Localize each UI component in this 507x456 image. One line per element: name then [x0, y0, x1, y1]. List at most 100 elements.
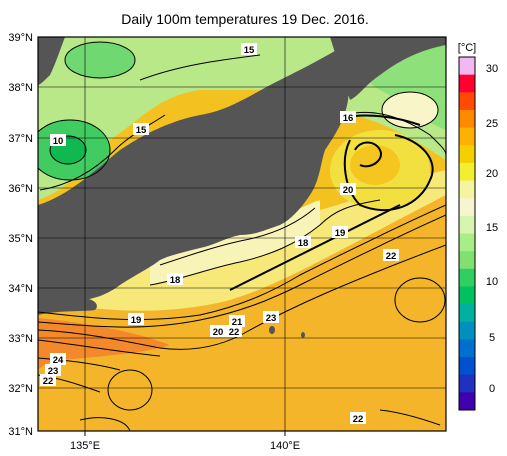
lat-label: 35°N	[8, 233, 33, 245]
colorbar: [°C] 30 25 20 15 10 5 0	[458, 42, 498, 411]
contour-label: 24	[50, 353, 66, 366]
land-shikoku	[38, 297, 97, 315]
colorbar-unit: [°C]	[458, 42, 476, 54]
contour-ring	[394, 277, 446, 323]
lat-label: 34°N	[8, 283, 33, 295]
contour-line	[38, 214, 446, 328]
ocean-warmer	[38, 190, 446, 431]
svg-text:24: 24	[53, 355, 64, 366]
lon-axis: 135°E 140°E	[70, 431, 300, 452]
colorbar-swatch	[459, 392, 475, 411]
colorbar-tick: 5	[489, 332, 495, 344]
svg-text:20: 20	[213, 327, 224, 338]
map-panel	[38, 37, 446, 431]
contour-label: 22	[383, 249, 399, 262]
svg-text:16: 16	[343, 113, 354, 124]
contour-line	[38, 357, 121, 371]
contour-label: 15	[133, 123, 149, 136]
colorbar-swatch	[459, 268, 475, 287]
contour-bold	[343, 134, 434, 212]
contour-line	[139, 54, 261, 81]
colorbar-tick: 30	[486, 63, 498, 75]
contour-line	[149, 199, 381, 286]
island-small	[301, 332, 305, 338]
contour-ring	[381, 91, 439, 129]
contour-line	[159, 207, 316, 266]
colorbar-swatch	[459, 57, 475, 76]
warm-eddy-core	[350, 145, 400, 185]
colorbar-swatch	[459, 374, 475, 393]
colorbar-tick: 25	[486, 118, 498, 130]
svg-text:15: 15	[244, 45, 255, 56]
lon-label: 140°E	[270, 440, 300, 452]
contour-label: 19	[128, 313, 144, 326]
svg-text:22: 22	[229, 327, 240, 338]
colorbar-swatch	[459, 304, 475, 323]
lat-axis: 39°N 38°N 37°N 36°N 35°N 34°N 33°N 32°N …	[8, 32, 33, 438]
svg-text:21: 21	[232, 317, 243, 328]
contour-label: 10	[50, 134, 66, 147]
colorbar-tick: 20	[486, 168, 498, 180]
colorbar-swatch	[459, 357, 475, 376]
lon-label: 135°E	[70, 440, 100, 452]
colorbar-swatch	[459, 127, 475, 146]
lat-label: 39°N	[8, 32, 33, 44]
colorbar-swatch	[459, 198, 475, 217]
contour-line	[38, 339, 161, 357]
contour-line	[344, 111, 446, 156]
contour-label: 18	[167, 273, 183, 286]
contour-ring	[107, 369, 153, 411]
contour-label: 22	[226, 325, 242, 338]
map-frame	[37, 36, 447, 432]
colorbar-swatch	[459, 286, 475, 305]
contour-ring	[49, 135, 87, 165]
svg-text:22: 22	[386, 251, 397, 262]
colorbar-swatch	[459, 251, 475, 270]
contour-ring	[64, 41, 136, 79]
colorbar-swatch	[459, 233, 475, 252]
colorbar-tick: 15	[486, 222, 498, 234]
lat-label: 37°N	[8, 133, 33, 145]
svg-text:22: 22	[43, 376, 54, 387]
contour-bold	[354, 141, 382, 168]
contour-label: 15	[241, 43, 257, 56]
land-honshu	[38, 37, 358, 302]
contour-label: 19	[332, 226, 348, 239]
map-title: Daily 100m temperatures 19 Dec. 2016.	[121, 11, 368, 27]
contour-line	[38, 244, 446, 350]
land-north	[330, 37, 446, 100]
colorbar-swatch	[459, 339, 475, 358]
svg-text:23: 23	[266, 313, 277, 324]
svg-text:23: 23	[48, 366, 59, 377]
contour-label: 22	[350, 412, 366, 425]
lat-label: 31°N	[8, 426, 33, 438]
contour-label-group: 15 15 10 16 20 19 18 22 18 19 21 20 22 2…	[40, 43, 399, 425]
colorbar-tick: 0	[489, 383, 495, 395]
lat-label: 32°N	[8, 383, 33, 395]
colorbar-swatch	[459, 180, 475, 199]
svg-text:22: 22	[353, 414, 364, 425]
colorbar-swatch	[459, 74, 475, 93]
grid	[38, 37, 446, 431]
svg-text:19: 19	[131, 315, 142, 326]
colorbar-swatch	[459, 162, 475, 182]
lat-label: 36°N	[8, 183, 33, 195]
svg-text:18: 18	[298, 238, 309, 249]
land-korea	[38, 37, 65, 85]
svg-text:19: 19	[335, 228, 346, 239]
contour-label: 22	[40, 374, 56, 387]
contour-label: 20	[340, 183, 356, 196]
contour-line	[38, 204, 446, 321]
lat-label: 33°N	[8, 333, 33, 345]
colorbar-swatch	[459, 109, 475, 129]
lat-label: 38°N	[8, 82, 33, 94]
colorbar-swatch	[459, 215, 475, 234]
ocean-hottest	[38, 318, 170, 370]
svg-text:15: 15	[136, 125, 147, 136]
colorbar-swatches	[459, 57, 475, 411]
contour-label: 23	[263, 311, 279, 324]
contour-bold	[229, 204, 401, 291]
contour-label: 21	[229, 315, 245, 328]
colorbar-swatch	[459, 92, 475, 111]
